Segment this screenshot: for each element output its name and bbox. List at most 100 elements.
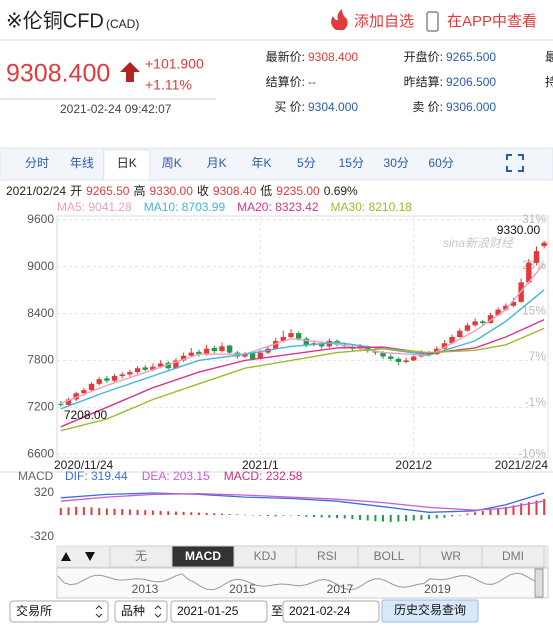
candle-body — [510, 301, 517, 306]
indicator-label[interactable]: 无 — [135, 549, 147, 563]
macd-bar — [382, 515, 385, 522]
candle-body — [403, 360, 409, 362]
to-date[interactable] — [282, 600, 380, 623]
candle-body — [249, 353, 256, 359]
macd-bar — [343, 515, 346, 519]
macd-title: MACD — [18, 469, 54, 483]
indicator-tab[interactable] — [481, 545, 545, 568]
y2-tick-label: -1% — [525, 395, 547, 409]
tab[interactable]: 分时 — [25, 156, 49, 170]
macd-bar — [236, 514, 239, 516]
candle-body — [142, 367, 148, 370]
from-date[interactable] — [170, 600, 268, 623]
indicator-label[interactable]: WR — [441, 549, 461, 563]
ma-line — [60, 327, 545, 432]
macd-bar — [297, 515, 300, 517]
candle-body — [188, 352, 194, 356]
select-arrow — [95, 605, 103, 618]
macd-bar — [397, 515, 400, 522]
info-item: 2021/02/24 — [6, 184, 66, 198]
candle-body — [318, 343, 325, 347]
indicator-label[interactable]: BOLL — [374, 549, 405, 563]
query-button[interactable] — [381, 599, 479, 623]
from-date-text[interactable]: 2021-01-25 — [177, 604, 239, 618]
scroll-down[interactable] — [85, 552, 95, 561]
to-date-text[interactable]: 2021-02-24 — [289, 604, 351, 618]
tab[interactable]: 15分 — [339, 156, 364, 170]
field-label: 结算价: — [266, 74, 305, 89]
exchange-select-text[interactable]: 交易所 — [16, 603, 52, 618]
macd-bar — [328, 515, 331, 518]
tab[interactable]: 年线 — [70, 156, 94, 170]
macd-bar — [274, 515, 277, 517]
to-label: 至 — [271, 604, 283, 618]
macd-bar — [98, 508, 101, 516]
phone-icon[interactable] — [426, 11, 439, 32]
macd-line — [60, 493, 545, 511]
candle-body — [272, 340, 279, 349]
candle-body — [58, 404, 64, 406]
y-tick-label: 7200 — [27, 399, 54, 413]
macd-bar — [136, 509, 139, 516]
info-item: 开 — [70, 184, 82, 198]
macd-bar — [228, 513, 231, 516]
macd-bar — [159, 510, 162, 516]
tab[interactable]: 月K — [207, 156, 227, 170]
macd-bar — [359, 515, 362, 520]
candle-body — [303, 338, 310, 345]
candle-body — [157, 363, 164, 367]
macd-bar — [266, 515, 269, 517]
macd-bar — [90, 507, 93, 516]
tab[interactable]: 年K — [251, 156, 271, 170]
macd-bar — [289, 515, 292, 516]
open-app[interactable]: 在APP中查看 — [447, 13, 537, 30]
variety-select-text[interactable]: 品种 — [121, 604, 145, 618]
overview-year: 2017 — [327, 582, 354, 596]
add-watchlist[interactable]: 添加自选 — [354, 13, 414, 30]
macd-bar — [481, 510, 484, 516]
candle-body — [88, 383, 95, 391]
legend-entry: MA10: 8703.99 — [144, 200, 226, 214]
query-button-text[interactable]: 历史交易查询 — [394, 602, 466, 617]
flame-icon[interactable] — [331, 9, 348, 30]
legend-entry: MA30: 8210.18 — [331, 200, 413, 214]
macd-tick-label: 320 — [34, 485, 54, 499]
tab[interactable]: 30分 — [384, 156, 409, 170]
candle-body — [395, 358, 402, 362]
field-value: 9206.500 — [446, 75, 496, 89]
x-tick-label: 2020/11/24 — [54, 458, 113, 472]
ohlc-info: 2021/02/24 开 9265.50 高 9330.00 收 9308.40 低 9235.… — [6, 183, 358, 198]
tab[interactable]: 日K — [117, 156, 137, 170]
tab[interactable]: 5分 — [297, 156, 316, 170]
indicator-label[interactable]: DMI — [502, 549, 524, 563]
candle-body — [242, 354, 248, 357]
candle-body — [495, 309, 501, 316]
scroll-up[interactable] — [61, 552, 71, 561]
variety-select[interactable] — [114, 600, 168, 623]
tab[interactable]: 60分 — [428, 156, 453, 170]
field-label: 最新价: — [266, 49, 305, 64]
indicator-label[interactable]: MACD — [185, 549, 221, 563]
candle-body — [365, 346, 371, 352]
exchange-select[interactable] — [9, 600, 109, 623]
legend-entry: MA5: 9041.28 — [57, 200, 132, 214]
price: 9308.400 — [6, 60, 110, 88]
tab[interactable]: 周K — [162, 156, 182, 170]
macd-bar — [113, 508, 116, 516]
x-tick-label: 2021/2/24 — [495, 458, 549, 472]
candle-body — [196, 351, 202, 355]
fullscreen-icon[interactable] — [506, 154, 524, 172]
indicator-label[interactable]: RSI — [317, 549, 337, 563]
candle-body — [288, 333, 294, 337]
field-value: 9265.500 — [446, 50, 496, 64]
candle-body — [226, 345, 233, 353]
macd-bar — [243, 514, 246, 516]
macd-bar — [435, 515, 438, 519]
ma-line — [60, 289, 545, 410]
indicator-label[interactable]: KDJ — [254, 549, 277, 563]
macd-bar — [213, 513, 216, 516]
overview-handle[interactable] — [534, 568, 544, 598]
macd-bar — [190, 512, 193, 516]
candle-body — [472, 321, 478, 326]
